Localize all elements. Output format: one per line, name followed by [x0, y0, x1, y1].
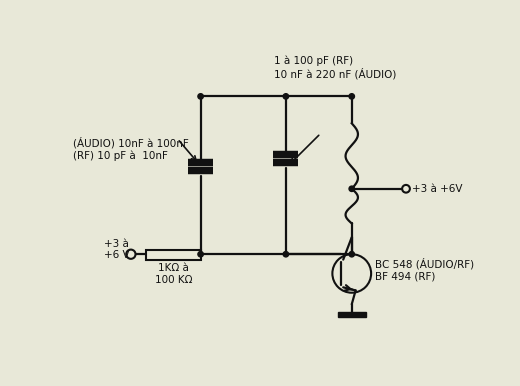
Circle shape: [349, 186, 355, 191]
Bar: [146, 250, 201, 260]
Text: 1KΩ à
100 KΩ: 1KΩ à 100 KΩ: [155, 264, 192, 285]
Circle shape: [349, 252, 355, 257]
Polygon shape: [338, 312, 366, 317]
Text: +3 à +6V: +3 à +6V: [412, 184, 463, 194]
Text: (ÁUDIO) 10nF à 100nF
(RF) 10 pF à  10nF: (ÁUDIO) 10nF à 100nF (RF) 10 pF à 10nF: [73, 137, 189, 161]
Text: +3 à
+6 V: +3 à +6 V: [104, 239, 129, 261]
Circle shape: [198, 94, 203, 99]
Circle shape: [283, 252, 289, 257]
Circle shape: [198, 252, 203, 257]
Text: BC 548 (ÁUDIO/RF)
BF 494 (RF): BC 548 (ÁUDIO/RF) BF 494 (RF): [375, 258, 474, 281]
Circle shape: [283, 94, 289, 99]
Circle shape: [349, 94, 355, 99]
Text: 1 à 100 pF (RF)
10 nF à 220 nF (ÁUDIO): 1 à 100 pF (RF) 10 nF à 220 nF (ÁUDIO): [274, 56, 397, 80]
